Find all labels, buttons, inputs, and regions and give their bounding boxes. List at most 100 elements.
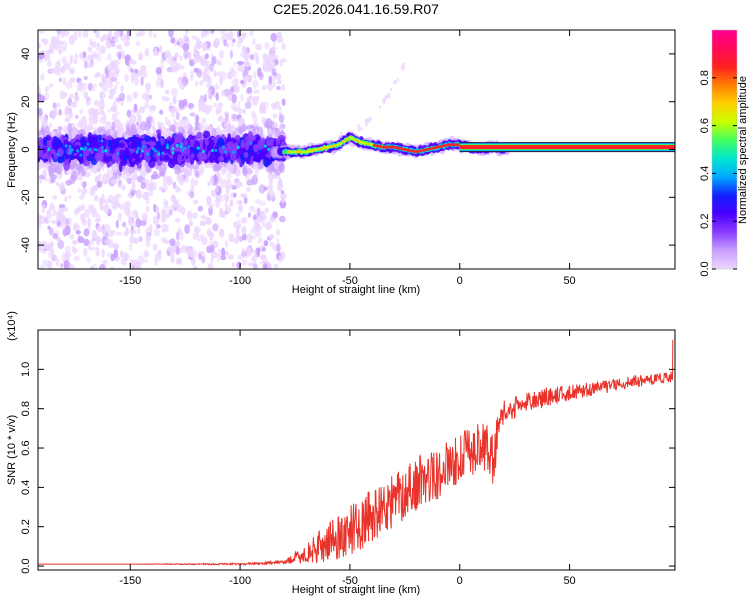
noise-speckle xyxy=(56,211,62,221)
noise-speckle xyxy=(89,37,93,46)
noise-sparkle xyxy=(196,146,200,150)
noise-speckle xyxy=(84,60,88,69)
noise-speckle xyxy=(96,181,103,188)
noise-speckle xyxy=(79,193,85,200)
noise-speckle xyxy=(256,95,260,101)
noise-core xyxy=(216,137,224,148)
noise-speckle xyxy=(171,55,176,66)
noise-speckle xyxy=(64,105,71,114)
noise-speckle xyxy=(218,49,225,59)
noise-speckle xyxy=(135,32,142,38)
noise-speckle xyxy=(131,59,137,65)
noise-speckle xyxy=(130,68,134,73)
noise-speckle xyxy=(140,181,146,190)
noise-speckle xyxy=(135,40,140,47)
noise-speckle xyxy=(212,40,219,49)
noise-sparkle xyxy=(146,152,150,156)
noise-speckle xyxy=(237,107,243,115)
noise-speckle xyxy=(217,248,223,257)
noise-speckle xyxy=(251,175,259,185)
noise-speckle xyxy=(141,212,148,219)
noise-speckle xyxy=(57,220,61,227)
noise-speckle xyxy=(231,113,238,120)
noise-speckle xyxy=(59,90,66,100)
noise-speckle xyxy=(194,225,198,233)
noise-speckle xyxy=(246,167,253,175)
noise-speckle xyxy=(155,78,163,88)
noise-speckle xyxy=(86,256,91,263)
noise-speckle xyxy=(137,114,142,122)
noise-speckle xyxy=(279,215,286,223)
noise-speckle xyxy=(77,236,85,244)
noise-speckle xyxy=(172,108,178,113)
noise-speckle xyxy=(148,94,152,100)
noise-sparkle xyxy=(263,144,267,148)
noise-speckle xyxy=(38,107,43,117)
noise-speckle xyxy=(64,195,68,203)
noise-speckle xyxy=(133,237,139,244)
noise-speckle xyxy=(68,35,75,46)
noise-core xyxy=(49,148,56,155)
noise-speckle xyxy=(246,87,253,95)
noise-speckle xyxy=(161,228,166,233)
noise-band xyxy=(130,126,134,133)
noise-speckle xyxy=(247,262,255,267)
noise-band xyxy=(52,163,56,174)
noise-speckle xyxy=(260,260,265,266)
noise-speckle xyxy=(58,204,66,209)
noise-speckle xyxy=(78,80,84,88)
noise-speckle xyxy=(276,187,282,192)
noise-band xyxy=(223,122,228,128)
noise-speckle xyxy=(207,262,214,269)
noise-speckle xyxy=(91,51,98,57)
noise-speckle xyxy=(201,236,208,246)
noise-speckle xyxy=(232,238,238,244)
noise-speckle xyxy=(101,83,109,92)
noise-speckle xyxy=(224,89,231,99)
noise-speckle xyxy=(224,112,229,123)
noise-speckle xyxy=(281,84,286,92)
noise-speckle xyxy=(117,179,123,186)
noise-speckle xyxy=(160,57,164,66)
noise-speckle xyxy=(132,91,139,99)
noise-core xyxy=(196,131,203,140)
noise-speckle xyxy=(138,52,144,61)
noise-speckle xyxy=(99,91,104,102)
noise-sparkle xyxy=(249,141,253,145)
noise-speckle xyxy=(168,30,174,38)
noise-speckle xyxy=(130,191,135,197)
noise-speckle xyxy=(48,251,54,259)
noise-speckle xyxy=(131,221,137,229)
noise-sparkle xyxy=(211,148,214,152)
noise-sparkle xyxy=(82,147,86,152)
noise-speckle xyxy=(243,52,251,61)
noise-band xyxy=(69,163,75,170)
noise-speckle xyxy=(39,30,45,35)
noise-speckle xyxy=(47,225,51,230)
noise-speckle xyxy=(125,226,129,237)
noise-speckle xyxy=(244,74,251,81)
noise-speckle xyxy=(249,205,256,212)
noise-speckle xyxy=(59,30,66,38)
noise-speckle xyxy=(41,38,46,43)
noise-speckle xyxy=(74,53,79,61)
noise-speckle xyxy=(77,187,82,194)
noise-speckle xyxy=(57,239,65,250)
noise-sparkle xyxy=(64,144,68,148)
noise-speckle xyxy=(279,193,287,199)
noise-speckle xyxy=(212,55,217,65)
noise-speckle xyxy=(201,117,207,125)
noise-speckle xyxy=(259,72,264,81)
noise-speckle xyxy=(93,99,100,107)
noise-speckle xyxy=(189,112,196,117)
noise-speckle xyxy=(109,88,116,96)
noise-speckle xyxy=(269,60,276,68)
noise-band xyxy=(213,173,218,185)
noise-sparkle xyxy=(142,145,145,149)
noise-speckle xyxy=(74,94,80,103)
noise-speckle xyxy=(175,245,180,256)
noise-speckle xyxy=(210,251,218,259)
noise-band xyxy=(161,168,166,177)
noise-speckle xyxy=(93,194,99,202)
noise-speckle xyxy=(204,60,209,66)
